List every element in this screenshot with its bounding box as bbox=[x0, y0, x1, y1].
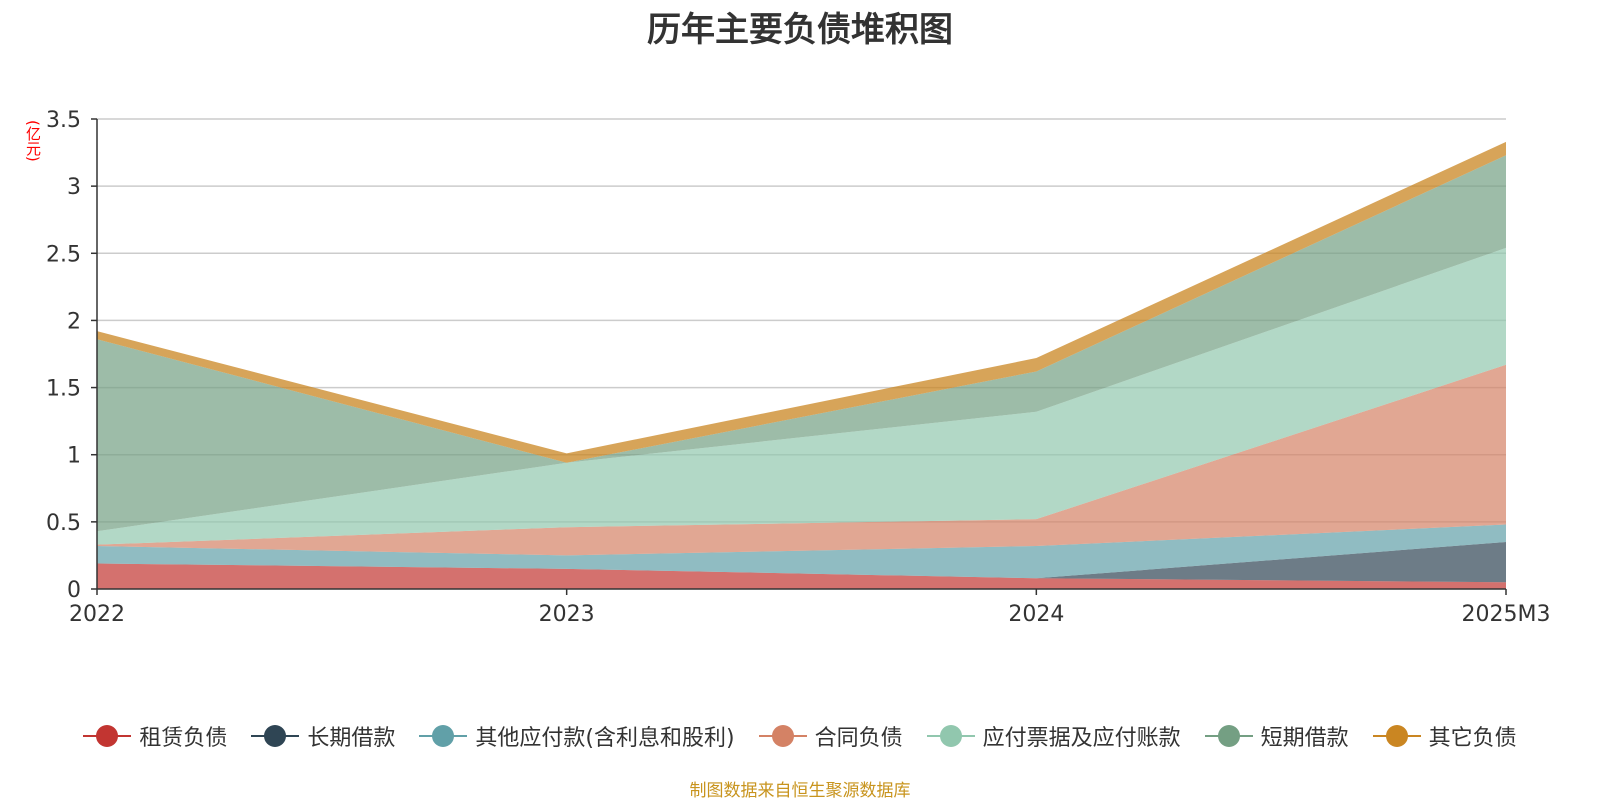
legend-marker-icon bbox=[1372, 724, 1421, 748]
legend-label: 其它负债 bbox=[1428, 726, 1517, 751]
chart-title: 历年主要负债堆积图 bbox=[647, 10, 953, 50]
area-series-6 bbox=[97, 155, 1506, 532]
y-tick-label: 0.5 bbox=[46, 511, 81, 536]
y-axis-unit-label: (亿元) bbox=[24, 120, 42, 162]
legend-item[interactable]: 长期借款 bbox=[251, 720, 395, 752]
legend-item[interactable]: 租赁负债 bbox=[83, 720, 227, 752]
area-series-5 bbox=[97, 247, 1506, 545]
area-series-4 bbox=[97, 364, 1506, 556]
y-tick-label: 0 bbox=[67, 578, 81, 603]
y-tick-label: 3 bbox=[67, 175, 81, 200]
source-note: 制图数据来自恒生聚源数据库 bbox=[689, 781, 911, 801]
legend-label: 长期借款 bbox=[307, 726, 396, 751]
y-tick-label: 1 bbox=[67, 444, 81, 469]
x-tick-label: 2024 bbox=[1008, 602, 1064, 627]
y-tick-label: 3.5 bbox=[46, 108, 81, 133]
legend-item[interactable]: 短期借款 bbox=[1204, 720, 1349, 752]
y-tick-label: 2 bbox=[67, 309, 81, 334]
x-tick-label: 2023 bbox=[539, 602, 595, 627]
legend-item[interactable]: 应付票据及应付账款 bbox=[926, 720, 1181, 752]
legend-marker-icon bbox=[1204, 724, 1253, 748]
legend-marker-icon bbox=[419, 724, 468, 748]
legend-label: 租赁负债 bbox=[139, 726, 228, 751]
y-tick-label: 1.5 bbox=[46, 377, 81, 402]
legend-item[interactable]: 合同负债 bbox=[758, 720, 903, 752]
legend-marker-icon bbox=[83, 724, 132, 748]
area-series-1 bbox=[97, 563, 1506, 589]
legend-label: 合同负债 bbox=[814, 726, 903, 751]
area-series-3 bbox=[97, 524, 1506, 579]
x-tick-label: 2022 bbox=[69, 602, 125, 627]
legend-marker-icon bbox=[251, 724, 300, 748]
legend-label: 应付票据及应付账款 bbox=[982, 726, 1181, 751]
legend-item[interactable]: 其他应付款(含利息和股利) bbox=[419, 720, 735, 752]
area-series bbox=[97, 141, 1506, 589]
x-tick-label: 2025M3 bbox=[1462, 602, 1551, 627]
legend-label: 短期借款 bbox=[1260, 726, 1349, 751]
y-tick-label: 2.5 bbox=[46, 242, 81, 267]
area-series-2 bbox=[97, 542, 1506, 583]
legend-marker-icon bbox=[926, 724, 975, 748]
legend-item[interactable]: 其它负债 bbox=[1372, 720, 1517, 752]
axes: 0 0.5 1 1.5 2 2.5 3 3.5 2022 2023 2024 2025M3 bbox=[46, 108, 1550, 627]
legend-marker-icon bbox=[758, 724, 807, 748]
legend-label: 其他应付款(含利息和股利) bbox=[475, 726, 735, 751]
legend: 租赁负债 长期借款 其他应付款(含利息和股利) 合同负债 应付票据及应付账款 短期借款 其它… bbox=[0, 718, 1600, 754]
